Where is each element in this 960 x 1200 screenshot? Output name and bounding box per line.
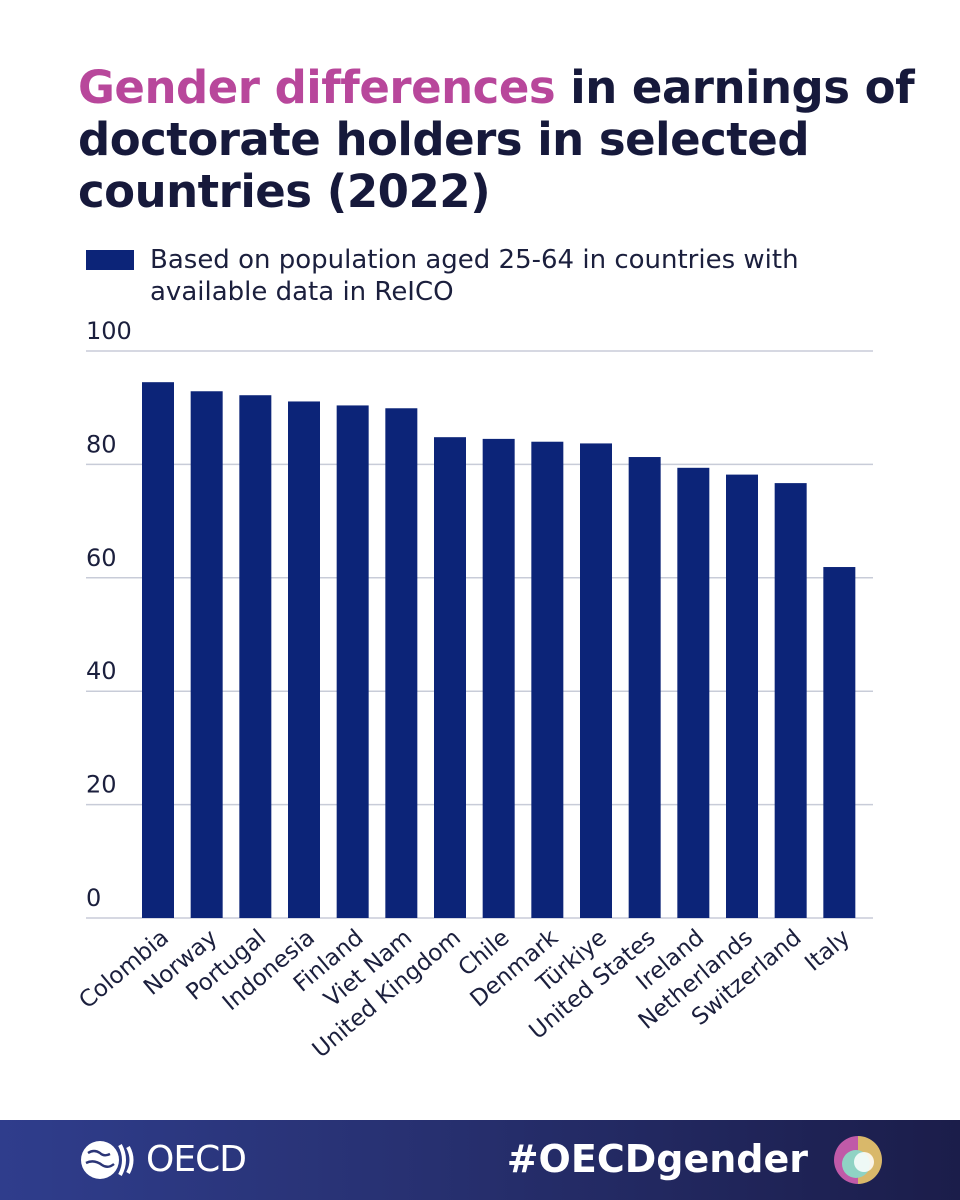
chart-title-highlight: Gender differences [78, 61, 556, 114]
legend-swatch [86, 250, 134, 270]
bar [774, 483, 807, 918]
y-tick-label: 80 [86, 430, 117, 458]
bar [190, 391, 223, 919]
hashtag: #OECDgender [506, 1137, 808, 1181]
bars [142, 382, 856, 919]
chart-title-rest: in earnings of doctorate holders in sele… [78, 61, 915, 218]
legend-label: Based on population aged 25-64 in countr… [150, 245, 799, 307]
y-tick-label: 40 [86, 657, 117, 685]
x-axis-labels: ColombiaNorwayPortugalIndonesiaFinlandVi… [74, 924, 855, 1063]
y-tick-label: 20 [86, 771, 117, 799]
x-tick-label: Italy [800, 925, 855, 977]
bar [288, 401, 320, 918]
gender-swirl-icon [834, 1136, 882, 1184]
bar [628, 457, 661, 918]
footer-bar: OECD #OECDgender [0, 1120, 960, 1200]
oecd-logo-text: OECD [146, 1139, 247, 1180]
bar [385, 408, 418, 918]
bar-chart: 0 20 40 60 80 100 ColombiaNorwayPortugalIndon… [74, 317, 873, 1063]
bar [531, 441, 564, 918]
bar [239, 395, 272, 918]
bar [482, 438, 515, 918]
y-axis-ticks: 0 20 40 60 80 100 [86, 317, 132, 912]
bar [823, 567, 856, 918]
y-tick-label: 0 [86, 884, 101, 912]
bar [580, 443, 612, 918]
y-tick-label: 100 [86, 317, 132, 345]
chart-title: Gender differences in earnings of doctor… [78, 62, 938, 218]
oecd-globe-icon [81, 1141, 134, 1179]
bar [142, 382, 174, 918]
bar [726, 474, 758, 918]
bar [677, 467, 710, 918]
y-tick-label: 60 [86, 544, 117, 572]
bar [434, 437, 466, 918]
bar [336, 405, 369, 918]
